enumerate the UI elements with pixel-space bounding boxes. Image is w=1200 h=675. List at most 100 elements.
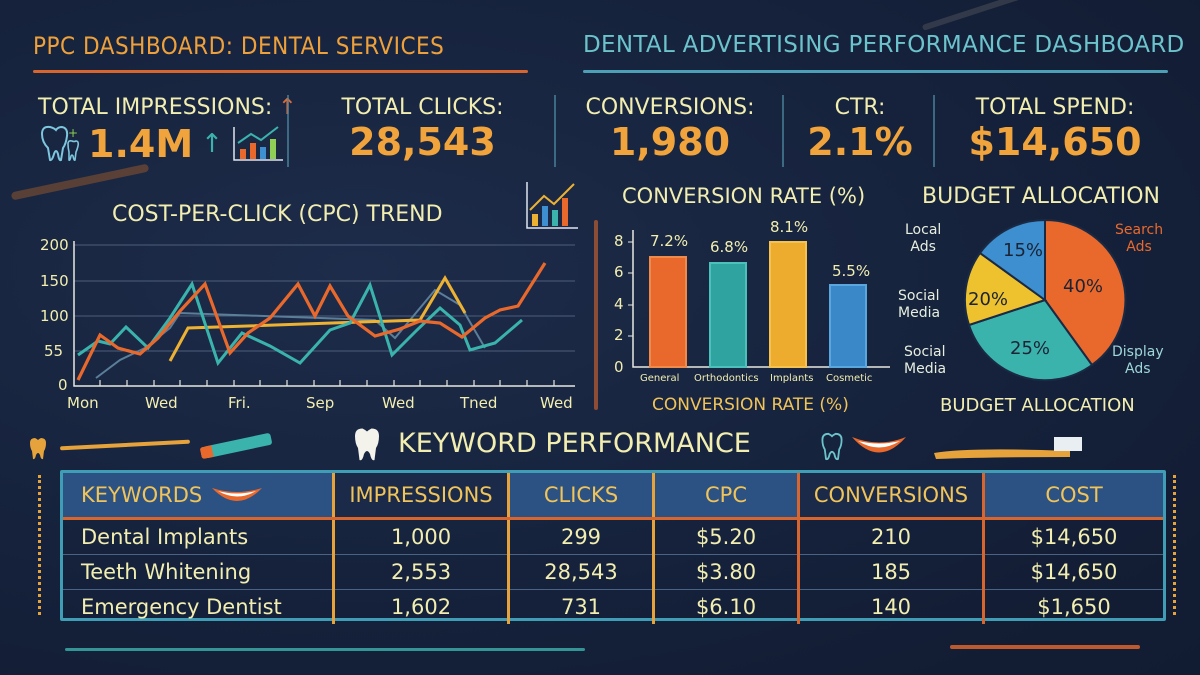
toothbrush-icon bbox=[934, 437, 1082, 459]
tooth-icon bbox=[355, 428, 379, 461]
bar-chart-title: CONVERSION RATE (%) bbox=[622, 184, 866, 208]
cell-impressions: 1,602 bbox=[333, 589, 510, 624]
kpi-impressions: TOTAL IMPRESSIONS: ↑ + 1.4M ↑ bbox=[38, 95, 297, 166]
pie-label-local-ads: Local Ads bbox=[905, 222, 942, 255]
y-tick: 55 bbox=[44, 342, 64, 360]
pie-chart-bottom-title: BUDGET ALLOCATION bbox=[940, 395, 1135, 416]
y-tick: 4 bbox=[614, 295, 624, 313]
cell-keyword: Dental Implants bbox=[63, 518, 335, 555]
table-row[interactable]: Emergency Dentist 1,602 731 $6.10 140 $1… bbox=[63, 589, 1163, 624]
kpi-conversions: CONVERSIONS: 1,980 bbox=[565, 95, 775, 164]
cell-clicks: 731 bbox=[508, 589, 655, 624]
kpi-divider bbox=[782, 95, 784, 167]
tooth-icon bbox=[30, 438, 46, 460]
x-tick: Mon bbox=[67, 394, 99, 412]
slice-search-ads bbox=[1044, 218, 1127, 367]
cell-conversions: 140 bbox=[798, 589, 985, 624]
y-tick: 100 bbox=[40, 307, 69, 325]
y-tick: 0 bbox=[58, 376, 68, 394]
kpi-clicks: TOTAL CLICKS: 28,543 bbox=[300, 95, 545, 164]
line-chart: 200 150 100 55 0 Mon Wed Fri. Sep Wed Tn… bbox=[30, 236, 580, 418]
bar-value-label: 6.8% bbox=[710, 238, 749, 256]
svg-text:+: + bbox=[68, 126, 78, 140]
pie-label-social-media: Social Media bbox=[904, 344, 947, 377]
kpi-label: TOTAL IMPRESSIONS: bbox=[38, 95, 273, 120]
column-header-impressions[interactable]: IMPRESSIONS bbox=[333, 473, 510, 520]
wavy-border-right bbox=[1165, 475, 1176, 615]
chalk-streak bbox=[10, 163, 150, 201]
bar-value-label: 5.5% bbox=[832, 262, 871, 280]
cell-impressions: 1,000 bbox=[333, 518, 510, 555]
kpi-divider bbox=[554, 95, 556, 167]
tooth-icon bbox=[821, 432, 843, 461]
title-underline bbox=[33, 70, 528, 73]
y-tick: 8 bbox=[614, 232, 624, 250]
keyword-table: KEYWORDS IMPRESSIONS CLICKS CPC CONVERSI… bbox=[60, 470, 1166, 624]
y-tick: 150 bbox=[40, 272, 69, 290]
tooth-icon: + bbox=[40, 125, 80, 162]
trend-chart-icon bbox=[526, 182, 578, 229]
pie-chart-title: BUDGET ALLOCATION bbox=[922, 184, 1161, 209]
pie-label-display-ads: Display Ads bbox=[1112, 344, 1164, 377]
x-tick: Fri. bbox=[228, 394, 251, 412]
cell-impressions: 2,553 bbox=[333, 554, 510, 590]
pie-pct-local: 15% bbox=[1003, 240, 1044, 261]
bar-category-label: Orthodontics bbox=[694, 373, 759, 384]
bar-implants bbox=[769, 241, 807, 368]
x-tick: Wed bbox=[540, 394, 573, 412]
slice-display-ads bbox=[967, 298, 1094, 382]
wavy-border-left bbox=[38, 475, 49, 615]
bar-chart: 8 6 4 2 0 7.2% 6.8% 8.1% 5.5% General Or… bbox=[610, 218, 890, 420]
cell-cpc: $3.80 bbox=[653, 554, 800, 590]
y-tick: 200 bbox=[40, 236, 69, 254]
series-teal bbox=[77, 280, 523, 367]
series-slate bbox=[95, 288, 486, 379]
cell-cpc: $6.10 bbox=[653, 589, 800, 624]
column-header-keywords[interactable]: KEYWORDS bbox=[63, 473, 335, 520]
kpi-label: TOTAL CLICKS: bbox=[341, 95, 504, 120]
trend-chart-icon bbox=[233, 126, 283, 161]
bar-category-label: Implants bbox=[770, 373, 814, 384]
pie-pct-display: 25% bbox=[1010, 338, 1051, 359]
slice-social-media bbox=[963, 251, 1048, 327]
series-orange bbox=[76, 262, 547, 381]
pie-chart bbox=[963, 218, 1127, 382]
chalk-divider bbox=[594, 220, 598, 410]
y-tick: 2 bbox=[614, 326, 624, 344]
pie-label-social-media: Social Media bbox=[898, 288, 941, 321]
slice-local-ads bbox=[978, 218, 1046, 302]
column-header-cpc[interactable]: CPC bbox=[653, 473, 800, 520]
bar-orthodontics bbox=[709, 262, 747, 368]
kpi-label: CTR: bbox=[834, 95, 886, 120]
chalk-underline bbox=[950, 645, 1140, 649]
kpi-value: 1,980 bbox=[609, 120, 731, 164]
dashboard-title: PPC DASHBOARD: DENTAL SERVICES bbox=[33, 32, 445, 60]
smile-icon bbox=[852, 437, 906, 453]
line-chart-title: COST-PER-CLICK (CPC) TREND bbox=[112, 202, 443, 227]
kpi-divider bbox=[933, 95, 935, 167]
x-tick: Wed bbox=[145, 394, 178, 412]
bar-category-label: General bbox=[640, 373, 680, 384]
cell-clicks: 28,543 bbox=[508, 554, 655, 590]
smile-icon bbox=[211, 487, 262, 501]
table-title: KEYWORD PERFORMANCE bbox=[398, 428, 751, 459]
bar-value-label: 7.2% bbox=[650, 232, 689, 250]
table-row[interactable]: Dental Implants 1,000 299 $5.20 210 $14,… bbox=[63, 518, 1163, 555]
column-header-conversions[interactable]: CONVERSIONS bbox=[798, 473, 985, 520]
pie-pct-search: 40% bbox=[1063, 276, 1104, 297]
x-tick: Wed bbox=[382, 394, 415, 412]
table-header-row: KEYWORDS IMPRESSIONS CLICKS CPC CONVERSI… bbox=[63, 473, 1163, 520]
y-tick: 6 bbox=[614, 263, 624, 281]
kpi-divider bbox=[287, 95, 289, 167]
column-header-clicks[interactable]: CLICKS bbox=[508, 473, 655, 520]
table-row[interactable]: Teeth Whitening 2,553 28,543 $3.80 185 $… bbox=[63, 554, 1163, 590]
pie-label-search-ads: Search Ads bbox=[1115, 222, 1164, 255]
chalk-streak bbox=[59, 439, 191, 451]
dashboard-subtitle: DENTAL ADVERTISING PERFORMANCE DASHBOARD bbox=[583, 32, 1185, 58]
kpi-value: 1.4M bbox=[88, 122, 194, 166]
cell-keyword: Teeth Whitening bbox=[63, 554, 335, 590]
pie-pct-social: 20% bbox=[968, 289, 1009, 310]
column-header-cost[interactable]: COST bbox=[983, 473, 1163, 520]
kpi-value: 28,543 bbox=[349, 120, 496, 164]
kpi-label: CONVERSIONS: bbox=[585, 95, 755, 120]
